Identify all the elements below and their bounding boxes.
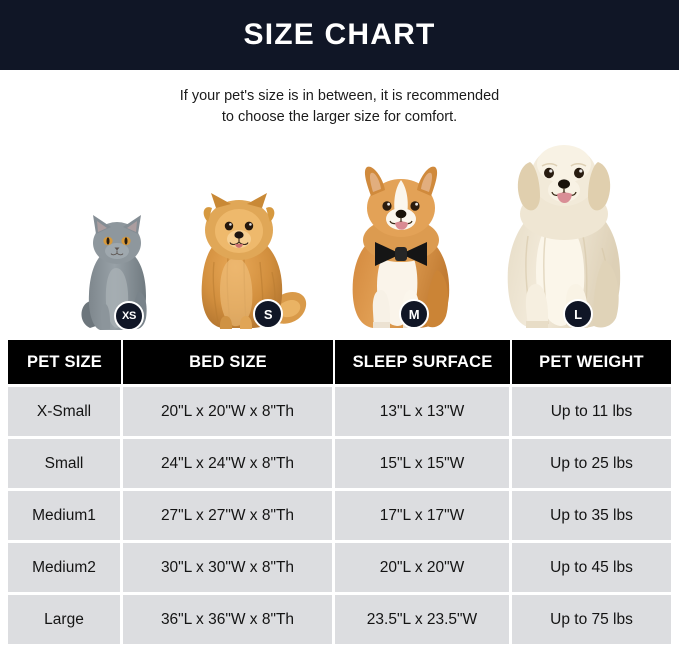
cell-bed-size: 30"L x 30"W x 8"Th: [123, 543, 335, 592]
cell-pet-weight: Up to 11 lbs: [512, 387, 671, 436]
table-header-row: PET SIZE BED SIZE SLEEP SURFACE PET WEIG…: [8, 340, 671, 384]
size-badge-m: M: [399, 299, 429, 329]
cell-bed-size: 27"L x 27"W x 8"Th: [123, 491, 335, 540]
pet-figure-xs: XS: [72, 210, 162, 332]
cell-pet-weight: Up to 45 lbs: [512, 543, 671, 592]
table-row: X-Small 20"L x 20"W x 8"Th 13"L x 13"W U…: [8, 387, 671, 436]
cell-pet-weight: Up to 35 lbs: [512, 491, 671, 540]
table-row: Small 24"L x 24"W x 8"Th 15"L x 15"W Up …: [8, 439, 671, 488]
cell-bed-size: 24"L x 24"W x 8"Th: [123, 439, 335, 488]
header-bed-size: BED SIZE: [123, 340, 335, 384]
header-pet-size: PET SIZE: [8, 340, 123, 384]
cell-pet-size: Medium1: [8, 491, 123, 540]
pet-figure-m: M: [333, 162, 469, 332]
pet-illustrations: XS: [0, 132, 679, 332]
cell-sleep-surface: 17"L x 17"W: [335, 491, 512, 540]
cell-sleep-surface: 20"L x 20"W: [335, 543, 512, 592]
size-badge-l: L: [563, 299, 593, 329]
size-badge-xs: XS: [114, 301, 144, 331]
size-table: PET SIZE BED SIZE SLEEP SURFACE PET WEIG…: [8, 340, 671, 644]
table-row: Medium1 27"L x 27"W x 8"Th 17"L x 17"W U…: [8, 491, 671, 540]
cell-pet-weight: Up to 75 lbs: [512, 595, 671, 644]
cell-sleep-surface: 23.5"L x 23.5"W: [335, 595, 512, 644]
pomeranian-illustration: [201, 193, 307, 329]
cell-pet-size: X-Small: [8, 387, 123, 436]
cell-pet-size: Large: [8, 595, 123, 644]
cell-sleep-surface: 15"L x 15"W: [335, 439, 512, 488]
page-title: SIZE CHART: [243, 18, 436, 51]
table-row: Medium2 30"L x 30"W x 8"Th 20"L x 20"W U…: [8, 543, 671, 592]
cell-pet-size: Medium2: [8, 543, 123, 592]
cell-bed-size: 36"L x 36"W x 8"Th: [123, 595, 335, 644]
title-banner: SIZE CHART: [0, 0, 679, 70]
subtitle-line-2: to choose the larger size for comfort.: [221, 109, 458, 125]
size-badge-s: S: [253, 299, 283, 329]
bow-tie-icon: [375, 242, 427, 266]
cell-sleep-surface: 13"L x 13"W: [335, 387, 512, 436]
pet-figure-l: L: [490, 132, 640, 332]
header-sleep-surface: SLEEP SURFACE: [335, 340, 512, 384]
golden-retriever-illustration: [507, 145, 621, 328]
header-pet-weight: PET WEIGHT: [539, 352, 644, 371]
cell-bed-size: 20"L x 20"W x 8"Th: [123, 387, 335, 436]
table-row: Large 36"L x 36"W x 8"Th 23.5"L x 23.5"W…: [8, 595, 671, 644]
subtitle: If your pet's size is in between, it is …: [0, 86, 679, 128]
pet-figure-s: S: [186, 192, 308, 332]
subtitle-line-1: If your pet's size is in between, it is …: [179, 88, 500, 104]
cell-pet-weight: Up to 25 lbs: [512, 439, 671, 488]
cell-pet-size: Small: [8, 439, 123, 488]
